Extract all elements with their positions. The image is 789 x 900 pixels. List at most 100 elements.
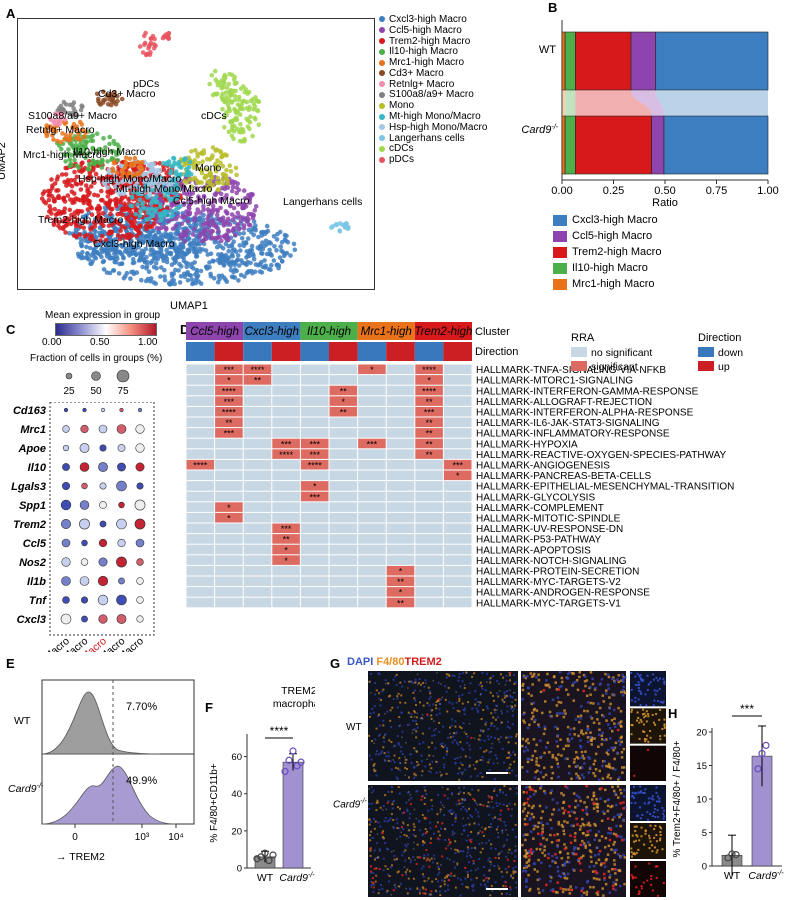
speck <box>425 817 427 819</box>
speck <box>452 860 455 863</box>
heatmap-cell <box>329 385 358 396</box>
speck <box>499 809 502 812</box>
umap-point <box>102 97 108 102</box>
speck <box>528 858 531 861</box>
speck <box>521 810 525 813</box>
speck <box>657 679 660 682</box>
speck <box>378 850 381 852</box>
speck <box>659 709 662 711</box>
umap-point <box>198 210 203 215</box>
umap-point <box>189 184 194 189</box>
umap-point <box>71 233 77 238</box>
umap-point <box>220 177 226 182</box>
speck <box>554 725 557 729</box>
speck <box>566 821 569 824</box>
speck <box>663 734 666 737</box>
umap-point <box>62 136 67 142</box>
umap-point <box>193 148 198 153</box>
speck <box>491 801 493 803</box>
speck <box>556 734 560 737</box>
umap-point <box>177 225 182 230</box>
sig-stars: ** <box>397 577 405 587</box>
speck <box>554 681 557 684</box>
speck <box>488 839 491 842</box>
speck <box>477 789 480 792</box>
speck <box>604 836 608 840</box>
umap-point <box>241 98 247 104</box>
umap-legend-label: S100a8/a9+ Macro <box>389 89 474 101</box>
speck <box>484 827 487 830</box>
speck <box>387 873 389 876</box>
speck <box>421 732 424 735</box>
speck <box>487 859 490 862</box>
speck <box>369 849 372 852</box>
umap-point <box>153 281 158 286</box>
umap-point <box>233 88 238 94</box>
speck <box>476 774 479 777</box>
speck <box>414 678 417 681</box>
umap-point <box>174 191 179 196</box>
speck <box>482 866 485 868</box>
umap-point <box>103 242 109 248</box>
speck <box>443 814 445 817</box>
umap-point <box>153 179 158 184</box>
umap-point <box>97 206 102 212</box>
speck <box>396 857 398 860</box>
umap-point <box>218 244 223 249</box>
speck <box>483 828 486 831</box>
heatmap-cell <box>186 512 215 523</box>
speck <box>458 710 461 713</box>
speck <box>608 827 611 830</box>
speck <box>368 808 371 810</box>
speck <box>429 827 432 830</box>
stack-segment <box>663 115 769 175</box>
speck <box>455 691 457 693</box>
heatmap-cell <box>215 459 243 470</box>
speck <box>372 890 375 893</box>
umap-point <box>190 191 195 196</box>
speck <box>535 847 539 851</box>
speck <box>616 728 620 732</box>
speck <box>436 699 439 702</box>
umap-point <box>221 79 227 85</box>
speck <box>514 823 517 826</box>
heatmap-cell <box>386 555 415 565</box>
pathway-label: HALLMARK-P53-PATHWAY <box>476 535 602 546</box>
speck <box>511 701 513 703</box>
speck <box>657 700 660 702</box>
speck <box>429 695 432 698</box>
umap-point <box>242 139 247 144</box>
sig-stars: * <box>399 567 403 577</box>
speck <box>425 859 428 862</box>
speck <box>494 718 497 721</box>
umap-point <box>101 223 106 228</box>
umap-point <box>49 211 54 216</box>
speck <box>476 867 479 870</box>
speck <box>413 711 416 714</box>
umap-point <box>107 179 113 184</box>
speck <box>525 814 529 818</box>
umap-point <box>165 180 170 186</box>
umap-point <box>79 242 84 248</box>
heatmap-cell <box>272 375 300 385</box>
legend-swatch <box>553 246 567 258</box>
speck <box>492 806 495 809</box>
speck <box>588 824 592 827</box>
speck <box>372 886 375 889</box>
speck <box>596 718 599 721</box>
speck <box>591 870 595 873</box>
heatmap-cell <box>215 544 243 555</box>
heatmap-cell <box>186 449 215 459</box>
speck <box>576 715 580 718</box>
umap-point <box>150 213 156 219</box>
speck <box>450 847 452 850</box>
dot <box>81 596 89 604</box>
speck <box>498 802 501 805</box>
speck <box>464 799 466 801</box>
speck <box>488 751 491 754</box>
speck <box>407 687 409 689</box>
umap-point <box>184 251 190 256</box>
speck <box>503 701 506 704</box>
speck <box>644 714 647 717</box>
speck <box>402 828 405 831</box>
